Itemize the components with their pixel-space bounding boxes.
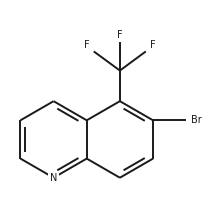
Text: F: F	[150, 40, 155, 50]
Text: Br: Br	[191, 115, 201, 125]
Text: N: N	[50, 173, 57, 183]
Text: F: F	[117, 30, 123, 40]
Text: F: F	[84, 40, 90, 50]
